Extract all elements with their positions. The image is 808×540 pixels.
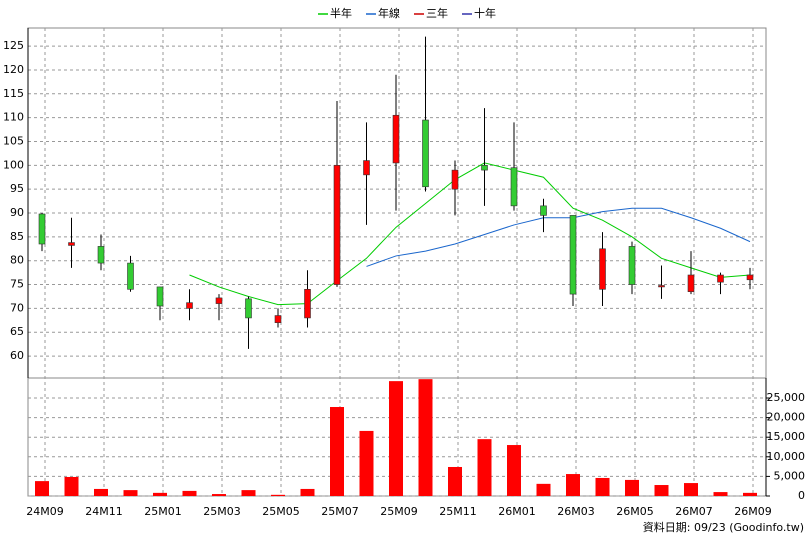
x-tick-label: 25M01 (144, 505, 182, 518)
y-tick-label: 105 (3, 134, 24, 147)
x-tick-label: 24M09 (26, 505, 64, 518)
volume-bar (123, 490, 138, 496)
candle-body (628, 246, 636, 285)
x-tick-label: 25M05 (262, 505, 300, 518)
candle-body (186, 302, 193, 309)
candle-body (510, 167, 518, 207)
volume-bar (241, 490, 256, 496)
x-tick-label: 25M11 (439, 505, 477, 518)
volume-bar (713, 492, 728, 496)
candle-body (333, 165, 341, 285)
volume-bar (389, 381, 403, 496)
volume-bar (182, 490, 197, 496)
y2-tick-label: 0 (798, 489, 805, 502)
x-tick-label: 24M11 (85, 505, 123, 518)
y-tick-label: 85 (10, 230, 24, 243)
volume-bar (330, 407, 344, 496)
ma-line (189, 162, 751, 306)
volume-bar (743, 492, 757, 496)
volume-bar (64, 476, 79, 496)
y2-tick-label: 10,000 (767, 450, 806, 463)
candle-body (38, 213, 46, 245)
y-tick-label: 115 (3, 87, 24, 100)
candle-body (245, 298, 252, 319)
y-tick-label: 75 (10, 278, 24, 291)
y-tick-label: 80 (10, 254, 24, 267)
candle-body (215, 297, 223, 304)
volume-bar (359, 430, 374, 496)
volume-bar (212, 494, 226, 496)
candle-body (451, 169, 459, 190)
candle-body (156, 286, 164, 307)
volume-bar (418, 379, 433, 496)
volume-bar (300, 488, 315, 496)
legend-label: 十年 (474, 6, 496, 20)
y-tick-label: 70 (10, 301, 24, 314)
y2-tick-label: 20,000 (767, 411, 806, 424)
candle-body (481, 165, 488, 171)
volume-bar (448, 466, 462, 496)
candle-body (599, 248, 606, 290)
ma-line (366, 207, 751, 267)
candle-body (127, 262, 134, 290)
y-tick-label: 65 (10, 325, 24, 338)
y2-tick-label: 15,000 (767, 430, 806, 443)
y-tick-label: 90 (10, 206, 24, 219)
candle-body (97, 246, 105, 264)
candle-body (540, 205, 547, 216)
x-tick-label: 25M09 (380, 505, 418, 518)
y2-tick-label: 25,000 (767, 391, 806, 404)
x-tick-label: 26M01 (498, 505, 536, 518)
y-tick-label: 110 (3, 111, 24, 124)
x-tick-label: 26M09 (734, 505, 772, 518)
candle-body (363, 160, 370, 176)
volume-bar (536, 483, 551, 496)
candle-body (687, 274, 695, 292)
volume-bar (94, 488, 108, 496)
volume-bar (625, 479, 639, 496)
y-tick-label: 125 (3, 39, 24, 52)
volume-bar (271, 494, 285, 496)
x-tick-label: 26M03 (557, 505, 595, 518)
y-tick-label: 100 (3, 158, 24, 171)
volume-bar (684, 483, 698, 496)
candle-body (68, 242, 75, 246)
volume-bar (654, 485, 669, 496)
candle-body (274, 315, 282, 323)
legend-label: 半年 (330, 6, 352, 20)
y-tick-label: 60 (10, 349, 24, 362)
volume-bar (595, 477, 610, 496)
candle-body (717, 274, 724, 283)
volume-bar (35, 481, 49, 496)
candle-body (746, 274, 754, 281)
x-tick-label: 26M05 (616, 505, 654, 518)
x-tick-label: 25M03 (203, 505, 241, 518)
candle-body (658, 285, 665, 288)
candle-body (304, 289, 311, 319)
y2-tick-label: 5,000 (774, 469, 806, 482)
legend-label: 三年 (426, 6, 448, 20)
candle-body (422, 119, 429, 188)
candle-body (392, 114, 400, 164)
x-tick-label: 26M07 (675, 505, 713, 518)
footer: 資料日期: 09/23 (Goodinfo.tw) (643, 520, 804, 534)
y-tick-label: 120 (3, 63, 24, 76)
y-tick-label: 95 (10, 182, 24, 195)
volume-bar (153, 492, 167, 496)
legend-label: 年線 (378, 6, 400, 20)
candle-body (569, 215, 577, 295)
volume-bar (507, 445, 521, 496)
volume-bar (477, 439, 492, 496)
volume-bar (566, 474, 580, 496)
x-tick-label: 25M07 (321, 505, 359, 518)
